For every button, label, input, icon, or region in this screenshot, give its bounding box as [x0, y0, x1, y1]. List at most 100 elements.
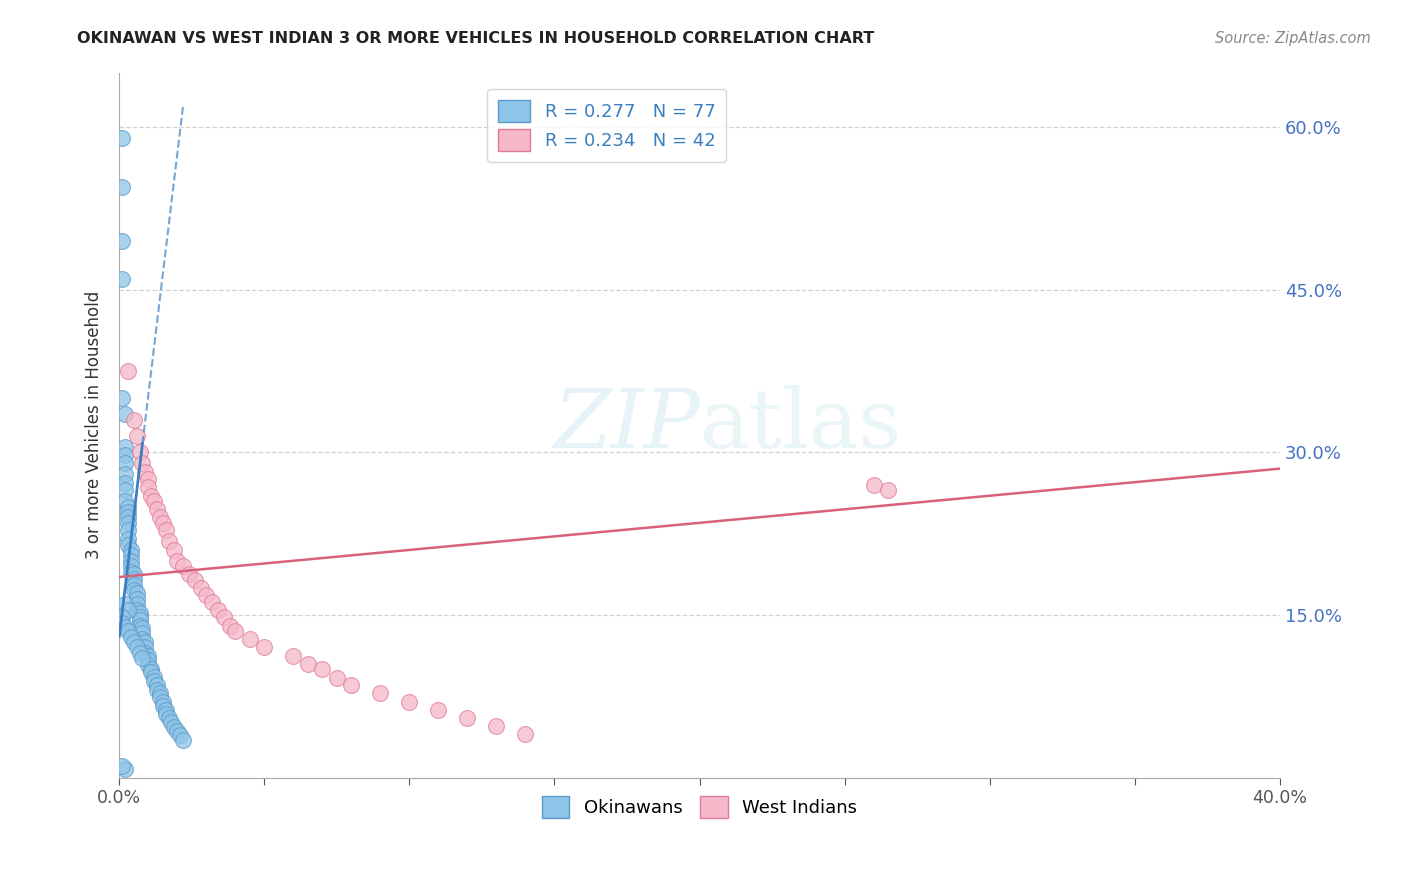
Point — [120, 543, 142, 558]
Point — [117, 516, 139, 530]
Point — [122, 413, 145, 427]
Point — [224, 624, 246, 639]
Point — [120, 549, 142, 563]
Point — [128, 610, 150, 624]
Point — [146, 501, 169, 516]
Point — [166, 723, 188, 738]
Point — [862, 478, 884, 492]
Point — [340, 678, 363, 692]
Point — [111, 610, 134, 624]
Point — [131, 632, 153, 646]
Point — [117, 505, 139, 519]
Point — [297, 657, 319, 671]
Point — [155, 703, 177, 717]
Point — [122, 577, 145, 591]
Point — [143, 494, 166, 508]
Point — [122, 566, 145, 581]
Point — [160, 715, 183, 730]
Point — [190, 581, 212, 595]
Point — [114, 467, 136, 481]
Point — [149, 510, 172, 524]
Point — [172, 559, 194, 574]
Point — [111, 272, 134, 286]
Point — [163, 543, 186, 558]
Point — [239, 632, 262, 646]
Point — [311, 662, 333, 676]
Point — [515, 727, 537, 741]
Point — [177, 566, 200, 581]
Point — [207, 602, 229, 616]
Point — [120, 565, 142, 579]
Point — [134, 635, 156, 649]
Point — [146, 682, 169, 697]
Point — [183, 574, 205, 588]
Point — [111, 234, 134, 248]
Point — [128, 445, 150, 459]
Point — [125, 586, 148, 600]
Point — [283, 649, 305, 664]
Point — [398, 695, 420, 709]
Point — [155, 706, 177, 721]
Point — [141, 665, 163, 680]
Point — [114, 440, 136, 454]
Point — [134, 465, 156, 479]
Point — [427, 703, 450, 717]
Point — [117, 532, 139, 546]
Point — [117, 524, 139, 538]
Point — [114, 456, 136, 470]
Point — [146, 678, 169, 692]
Point — [166, 554, 188, 568]
Legend: Okinawans, West Indians: Okinawans, West Indians — [534, 789, 865, 825]
Point — [122, 635, 145, 649]
Point — [136, 653, 159, 667]
Point — [136, 649, 159, 664]
Point — [114, 494, 136, 508]
Point — [128, 619, 150, 633]
Point — [157, 534, 180, 549]
Text: Source: ZipAtlas.com: Source: ZipAtlas.com — [1215, 31, 1371, 46]
Point — [114, 762, 136, 776]
Point — [152, 699, 174, 714]
Point — [128, 646, 150, 660]
Point — [141, 489, 163, 503]
Point — [111, 615, 134, 630]
Point — [111, 391, 134, 405]
Point — [136, 480, 159, 494]
Point — [143, 670, 166, 684]
Point — [195, 589, 218, 603]
Y-axis label: 3 or more Vehicles in Household: 3 or more Vehicles in Household — [86, 291, 103, 559]
Point — [114, 597, 136, 611]
Point — [131, 456, 153, 470]
Point — [877, 483, 900, 498]
Point — [117, 537, 139, 551]
Point — [218, 619, 240, 633]
Point — [131, 651, 153, 665]
Point — [120, 554, 142, 568]
Point — [456, 711, 478, 725]
Point — [155, 524, 177, 538]
Point — [120, 630, 142, 644]
Point — [149, 690, 172, 705]
Point — [157, 711, 180, 725]
Point — [163, 720, 186, 734]
Point — [114, 620, 136, 634]
Point — [131, 626, 153, 640]
Point — [117, 602, 139, 616]
Point — [111, 758, 134, 772]
Point — [114, 475, 136, 490]
Point — [128, 613, 150, 627]
Point — [143, 674, 166, 689]
Point — [136, 473, 159, 487]
Point — [125, 640, 148, 655]
Point — [212, 610, 235, 624]
Point — [149, 686, 172, 700]
Point — [122, 582, 145, 597]
Point — [152, 695, 174, 709]
Point — [201, 595, 224, 609]
Point — [152, 516, 174, 530]
Point — [117, 364, 139, 378]
Text: OKINAWAN VS WEST INDIAN 3 OR MORE VEHICLES IN HOUSEHOLD CORRELATION CHART: OKINAWAN VS WEST INDIAN 3 OR MORE VEHICL… — [77, 31, 875, 46]
Point — [125, 429, 148, 443]
Text: ZIP: ZIP — [553, 385, 700, 466]
Point — [125, 597, 148, 611]
